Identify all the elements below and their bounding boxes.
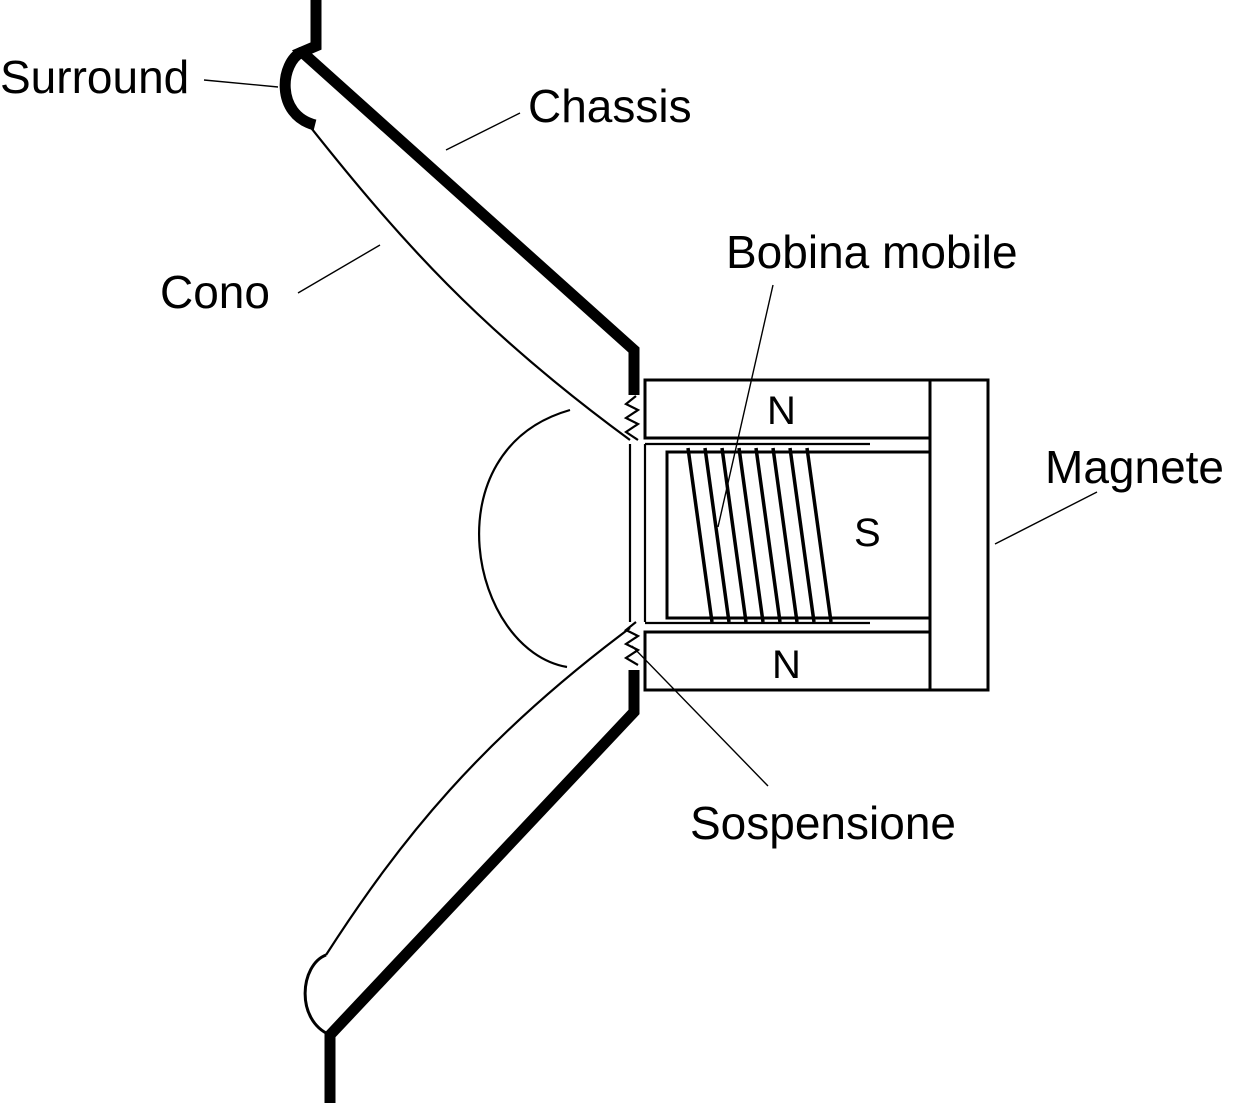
chassis-frame-top xyxy=(291,0,640,395)
pole-piece-south xyxy=(665,450,932,620)
label-cone: Cono xyxy=(160,266,270,318)
label-voice-coil: Bobina mobile xyxy=(726,226,1018,278)
leader-suspension xyxy=(631,645,769,787)
leader-chassis xyxy=(445,112,521,151)
leader-magnet xyxy=(994,491,1098,545)
pole-label-south: S xyxy=(854,511,881,555)
surround-top xyxy=(279,46,317,131)
pole-label-north-bottom: N xyxy=(772,643,801,687)
pole-label-north-top: N xyxy=(767,389,796,433)
cone-top xyxy=(307,123,631,441)
surround-bottom xyxy=(303,953,331,1037)
chassis-frame-bottom xyxy=(324,670,640,1103)
leader-voice-coil xyxy=(717,284,774,528)
dust-cap xyxy=(478,408,571,669)
back-plate xyxy=(928,378,990,692)
label-magnet: Magnete xyxy=(1045,441,1224,493)
voice-coil-windings xyxy=(686,447,833,623)
cone-bottom xyxy=(325,627,631,956)
label-chassis: Chassis xyxy=(528,80,692,132)
suspension-zigzag-top xyxy=(623,395,641,441)
leader-cone xyxy=(297,244,381,294)
label-suspension: Sospensione xyxy=(690,797,956,849)
label-surround: Surround xyxy=(0,51,189,103)
suspension-zigzag-bottom xyxy=(623,621,641,666)
leader-surround xyxy=(203,79,279,88)
